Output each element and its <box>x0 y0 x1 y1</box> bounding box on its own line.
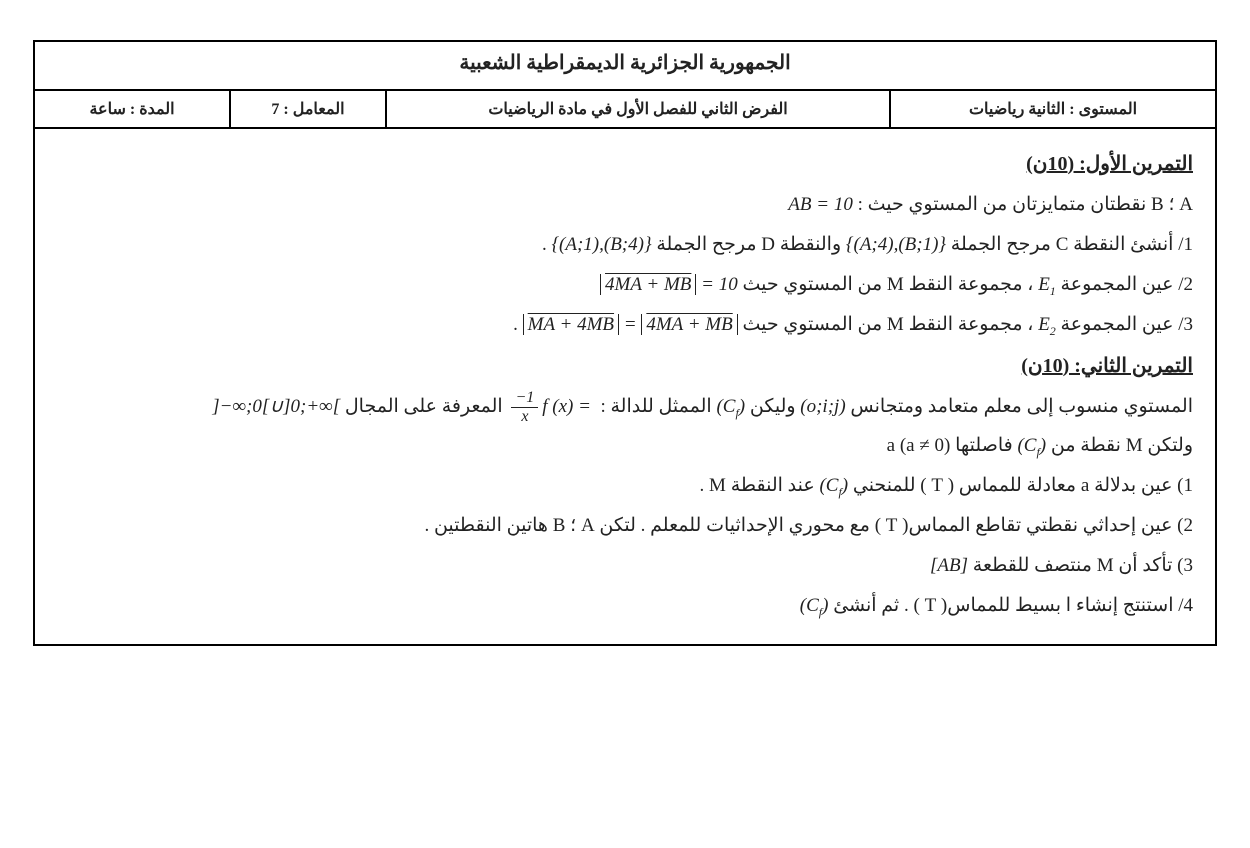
exam-body: التمرين الأول: (10ن) A ؛ B نقطتان متمايز… <box>35 129 1215 644</box>
duration-cell: المدة : ساعة <box>35 91 229 127</box>
ex2-q1b: عند النقطة M . <box>700 475 815 496</box>
ex2-l2a: ولتكن M نقطة من <box>1046 435 1193 456</box>
ex2-l1b: (o;i;j) <box>800 396 845 417</box>
ex2-l2b: فاصلتها a (a ≠ 0) <box>887 435 1013 456</box>
ex1-line0: A ؛ B نقطتان متمايزتان من المستوي حيث : … <box>57 185 1193 225</box>
level-cell: المستوى : الثانية رياضيات <box>889 91 1215 127</box>
ex1-E1: E <box>1038 274 1050 295</box>
ex2-q4a: 4/ استنتج إنشاء ا بسيط للمماس( T ) . ثم … <box>828 595 1193 616</box>
ex2-q2: 2) عين إحداثي نقطتي تقاطع المماس( T ) مع… <box>57 506 1193 546</box>
ex2-cf3-open: (C <box>819 475 838 496</box>
ex2-l1e: f (x) = <box>542 396 595 417</box>
ex1-l2b: ، مجموعة النقط M من المستوي حيث <box>738 274 1034 295</box>
ex2-q1a: 1) عين بدلالة a معادلة للمماس ( T ) للمن… <box>848 475 1193 496</box>
ex1-title: التمرين الأول: (10ن) <box>1026 153 1193 175</box>
ex2-q4: 4/ استنتج إنشاء ا بسيط للمماس( T ) . ثم … <box>57 586 1193 626</box>
ex1-l1e: . <box>542 234 547 255</box>
exam-title: الفرض الثاني للفصل الأول في مادة الرياضي… <box>385 91 889 127</box>
ex1-line1: 1/ أنشئ النقطة C مرجح الجملة {(A;4),(B;1… <box>57 225 1193 265</box>
ex1-l1b: {(A;4),(B;1)} <box>846 234 946 255</box>
republic-title: الجمهورية الجزائرية الديمقراطية الشعبية <box>35 42 1215 91</box>
ex2-q3b: [AB] <box>930 555 968 576</box>
ex2-q1: 1) عين بدلالة a معادلة للمماس ( T ) للمن… <box>57 466 1193 506</box>
ex2-l1c: وليكن <box>750 396 796 417</box>
ex2-q3: 3) تأكد أن M منتصف للقطعة [AB] <box>57 546 1193 586</box>
ex2-cf-close: ) <box>739 396 745 417</box>
coef-cell: المعامل : 7 <box>229 91 385 127</box>
ex1-l3e: 4MA + MB <box>646 314 732 335</box>
ex2-cf-open: (C <box>716 396 735 417</box>
ex2-l1a: المستوي منسوب إلى معلم متعامد ومتجانس <box>846 396 1193 417</box>
ex1-l0a: A ؛ B نقطتان متمايزتان من المستوي حيث : <box>853 194 1193 215</box>
ex1-l3a: 3/ عين المجموعة <box>1056 314 1193 335</box>
ex2-cf2-open: (C <box>1017 435 1036 456</box>
ex1-l2d: = 10 <box>701 274 738 295</box>
ex1-l3f: . <box>513 314 518 335</box>
frac-den: x <box>511 408 538 426</box>
ex1-l2a: 2/ عين المجموعة <box>1056 274 1193 295</box>
ex1-l1d: {(A;1),(B;4)} <box>551 234 651 255</box>
ex2-line2: ولتكن M نقطة من (Cf) فاصلتها a (a ≠ 0) <box>57 426 1193 466</box>
exam-sheet: الجمهورية الجزائرية الديمقراطية الشعبية … <box>33 40 1217 646</box>
ex1-l3d: = <box>624 314 642 335</box>
ex2-q3a: 3) تأكد أن M منتصف للقطعة <box>968 555 1193 576</box>
ex1-line3: 3/ عين المجموعة E2 ، مجموعة النقط M من ا… <box>57 305 1193 345</box>
ex2-l1f: المعرفة على المجال <box>340 396 503 417</box>
ex1-l1c: والنقطة D مرجح الجملة <box>652 234 842 255</box>
ex1-l0b: AB = 10 <box>788 194 853 215</box>
ex2-cf4-open: (C <box>800 595 819 616</box>
ex2-l1g: ]−∞;0[∪]0;+∞[ <box>212 396 340 417</box>
ex1-E2: E <box>1038 314 1050 335</box>
fraction: −1 x <box>511 389 538 425</box>
ex2-l1d: الممثل للدالة : <box>596 396 712 417</box>
ex1-l3b: ، مجموعة النقط M من المستوي حيث <box>738 314 1034 335</box>
ex2-line1: المستوي منسوب إلى معلم متعامد ومتجانس (o… <box>57 387 1193 427</box>
ex1-line2: 2/ عين المجموعة E1 ، مجموعة النقط M من ا… <box>57 265 1193 305</box>
header-row: المستوى : الثانية رياضيات الفرض الثاني ل… <box>35 91 1215 129</box>
ex1-l1a: 1/ أنشئ النقطة C مرجح الجملة <box>946 234 1193 255</box>
frac-num: −1 <box>511 389 538 408</box>
ex1-l2c: 4MA + MB <box>605 274 691 295</box>
ex2-title: التمرين الثاني: (10ن) <box>1021 355 1193 377</box>
ex1-l3c: MA + 4MB <box>528 314 614 335</box>
